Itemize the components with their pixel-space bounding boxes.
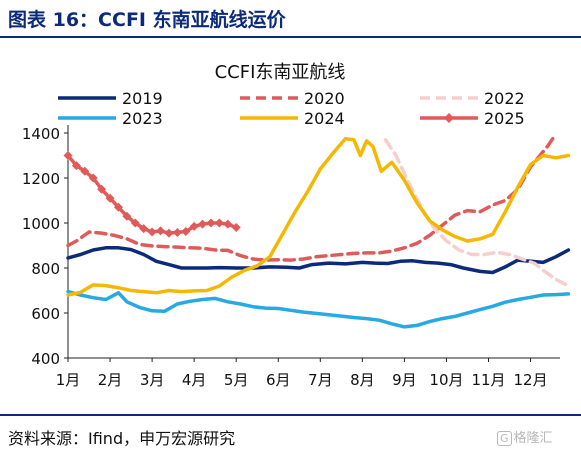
x-tick-label-5: 5月: [224, 371, 249, 389]
legend-label-2022: 2022: [484, 89, 525, 108]
y-tick-label-800: 800: [31, 260, 60, 278]
chart-legend: 2019 2020 2022 2023 2024 2025: [58, 89, 525, 128]
x-tick-label-12: 12月: [514, 371, 548, 389]
x-tick-label-2: 2月: [98, 371, 123, 389]
x-tick-label-9: 9月: [392, 371, 417, 389]
data-point-2025-13: [164, 228, 174, 238]
x-tick-label-11: 11月: [471, 371, 505, 389]
watermark-text: 格隆汇: [513, 431, 553, 446]
y-tick-label-600: 600: [31, 305, 60, 323]
y-tick-label-1000: 1000: [22, 215, 60, 233]
legend-label-2020: 2020: [304, 89, 345, 108]
y-tick-label-400: 400: [31, 350, 60, 368]
figure-title: 图表 16：CCFI 东南亚航线运价: [8, 9, 286, 31]
data-point-2025-4: [88, 173, 98, 183]
series-line-2022: [383, 138, 571, 288]
data-point-2025-3: [80, 166, 90, 176]
data-point-2025-2: [71, 161, 81, 171]
data-point-2025-18: [206, 218, 216, 228]
chart-axes: 400 600 800 1000 1200 1400 1月 2月 3月 4月 5月 6月 7月 8月 9月 1…: [22, 125, 560, 389]
watermark-logo-icon: G: [497, 431, 512, 446]
series-line-2019: [66, 246, 571, 275]
data-point-2025-15: [181, 227, 191, 237]
data-point-2025-14: [172, 227, 182, 237]
source-note: 资料来源：Ifind，申万宏源研究: [8, 429, 236, 448]
y-tick-label-1400: 1400: [22, 125, 60, 143]
x-tick-label-1: 1月: [56, 371, 81, 389]
data-point-2025-17: [198, 219, 208, 229]
data-point-2025-21: [231, 223, 241, 232]
data-point-2025-8: [122, 211, 132, 221]
x-tick-label-10: 10月: [429, 371, 463, 389]
x-tick-label-6: 6月: [266, 371, 291, 389]
data-point-2025-7: [113, 202, 123, 212]
x-tick-label-3: 3月: [140, 371, 165, 389]
data-point-2025-1: [63, 151, 73, 160]
footer-rule: [0, 414, 581, 416]
data-point-2025-11: [147, 227, 157, 237]
series-line-2023: [66, 289, 571, 329]
legend-label-2025: 2025: [484, 109, 525, 128]
data-point-2025-12: [156, 226, 166, 236]
watermark: G 格隆汇: [497, 427, 553, 446]
data-point-2025-19: [214, 218, 224, 228]
ccfi-southeast-asia-chart: CCFI东南亚航线 2019 2020 2022 2023 2024 2025 400 60…: [22, 62, 571, 389]
legend-label-2019: 2019: [122, 89, 163, 108]
legend-label-2023: 2023: [122, 109, 163, 128]
series-line-2024: [66, 136, 571, 297]
chart-title: CCFI东南亚航线: [215, 62, 346, 83]
y-tick-label-1200: 1200: [22, 170, 60, 188]
legend-label-2024: 2024: [304, 109, 345, 128]
x-tick-label-7: 7月: [308, 371, 333, 389]
data-point-2025-20: [223, 219, 233, 229]
header-rule: [0, 36, 581, 38]
x-tick-label-4: 4月: [182, 371, 207, 389]
data-point-2025-16: [189, 221, 199, 231]
data-point-2025-5: [97, 184, 107, 194]
data-point-2025-10: [139, 224, 149, 234]
data-point-2025-9: [130, 218, 140, 228]
report-header: 图表 16：CCFI 东南亚航线运价: [0, 0, 581, 38]
legend-marker-2025: [444, 113, 454, 123]
data-point-2025-6: [105, 193, 115, 203]
chart-series: [63, 132, 571, 329]
x-tick-label-8: 8月: [350, 371, 375, 389]
series-line-2020: [66, 132, 558, 262]
